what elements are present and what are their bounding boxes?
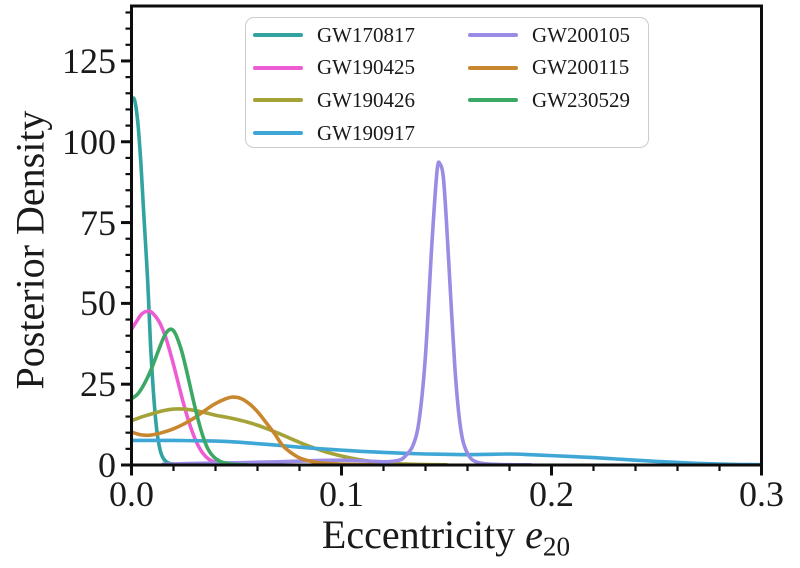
legend-item-gw190426: GW190426 bbox=[253, 84, 415, 117]
curve-GW190426 bbox=[131, 407, 449, 465]
x-axis-label-text: Eccentricity bbox=[321, 512, 526, 557]
legend-label: GW190426 bbox=[317, 87, 415, 112]
curve-GW200115 bbox=[131, 395, 375, 465]
curve-GW200105 bbox=[161, 160, 533, 465]
y-tick-label: 125 bbox=[62, 40, 116, 81]
legend-item-gw230529: GW230529 bbox=[468, 84, 630, 117]
legend-swatch-gw200105 bbox=[468, 33, 518, 38]
x-tick-label: 0.1 bbox=[319, 474, 364, 514]
legend-label: GW200105 bbox=[532, 22, 630, 47]
y-tick-label: 0 bbox=[98, 445, 116, 485]
legend-swatch-gw170817 bbox=[253, 33, 303, 38]
legend-swatch-gw190425 bbox=[253, 65, 303, 70]
plot-frame bbox=[130, 4, 763, 467]
x-axis-label-symbol: e bbox=[525, 512, 543, 557]
curve-GW190425 bbox=[131, 309, 239, 465]
y-tick-label: 100 bbox=[62, 121, 116, 162]
legend-swatch-gw200115 bbox=[468, 65, 518, 70]
legend-label: GW230529 bbox=[532, 87, 630, 112]
legend-swatch-gw190917 bbox=[253, 131, 303, 136]
legend-label: GW200115 bbox=[532, 55, 630, 80]
legend-item-gw190425: GW190425 bbox=[253, 52, 415, 85]
y-tick-label: 50 bbox=[80, 283, 116, 324]
legend: GW170817 GW190425 GW190426 GW190917 GW20010… bbox=[245, 17, 649, 148]
x-tick-label: 0.2 bbox=[529, 474, 574, 514]
x-tick-label: 0.0 bbox=[109, 474, 154, 514]
y-tick-label: 25 bbox=[80, 364, 116, 405]
legend-column-2: GW200105 GW200115 GW230529 bbox=[468, 19, 630, 117]
legend-item-gw200105: GW200105 bbox=[468, 19, 630, 52]
legend-label: GW190425 bbox=[317, 55, 415, 80]
legend-column-1: GW170817 GW190425 GW190426 GW190917 bbox=[253, 19, 415, 149]
legend-swatch-gw190426 bbox=[253, 98, 303, 103]
curve-GW190917 bbox=[131, 438, 762, 465]
curve-GW230529 bbox=[131, 327, 249, 465]
legend-item-gw190917: GW190917 bbox=[253, 117, 415, 150]
legend-item-gw170817: GW170817 bbox=[253, 19, 415, 52]
x-axis-label-subscript: 20 bbox=[542, 531, 571, 562]
x-tick-label: 0.3 bbox=[739, 474, 784, 514]
x-axis-label: Eccentricity e20 bbox=[146, 511, 746, 563]
legend-label: GW170817 bbox=[317, 22, 415, 47]
legend-swatch-gw230529 bbox=[468, 98, 518, 103]
legend-label: GW190917 bbox=[317, 120, 415, 145]
legend-item-gw200115: GW200115 bbox=[468, 52, 630, 85]
y-tick-label: 75 bbox=[80, 202, 116, 243]
